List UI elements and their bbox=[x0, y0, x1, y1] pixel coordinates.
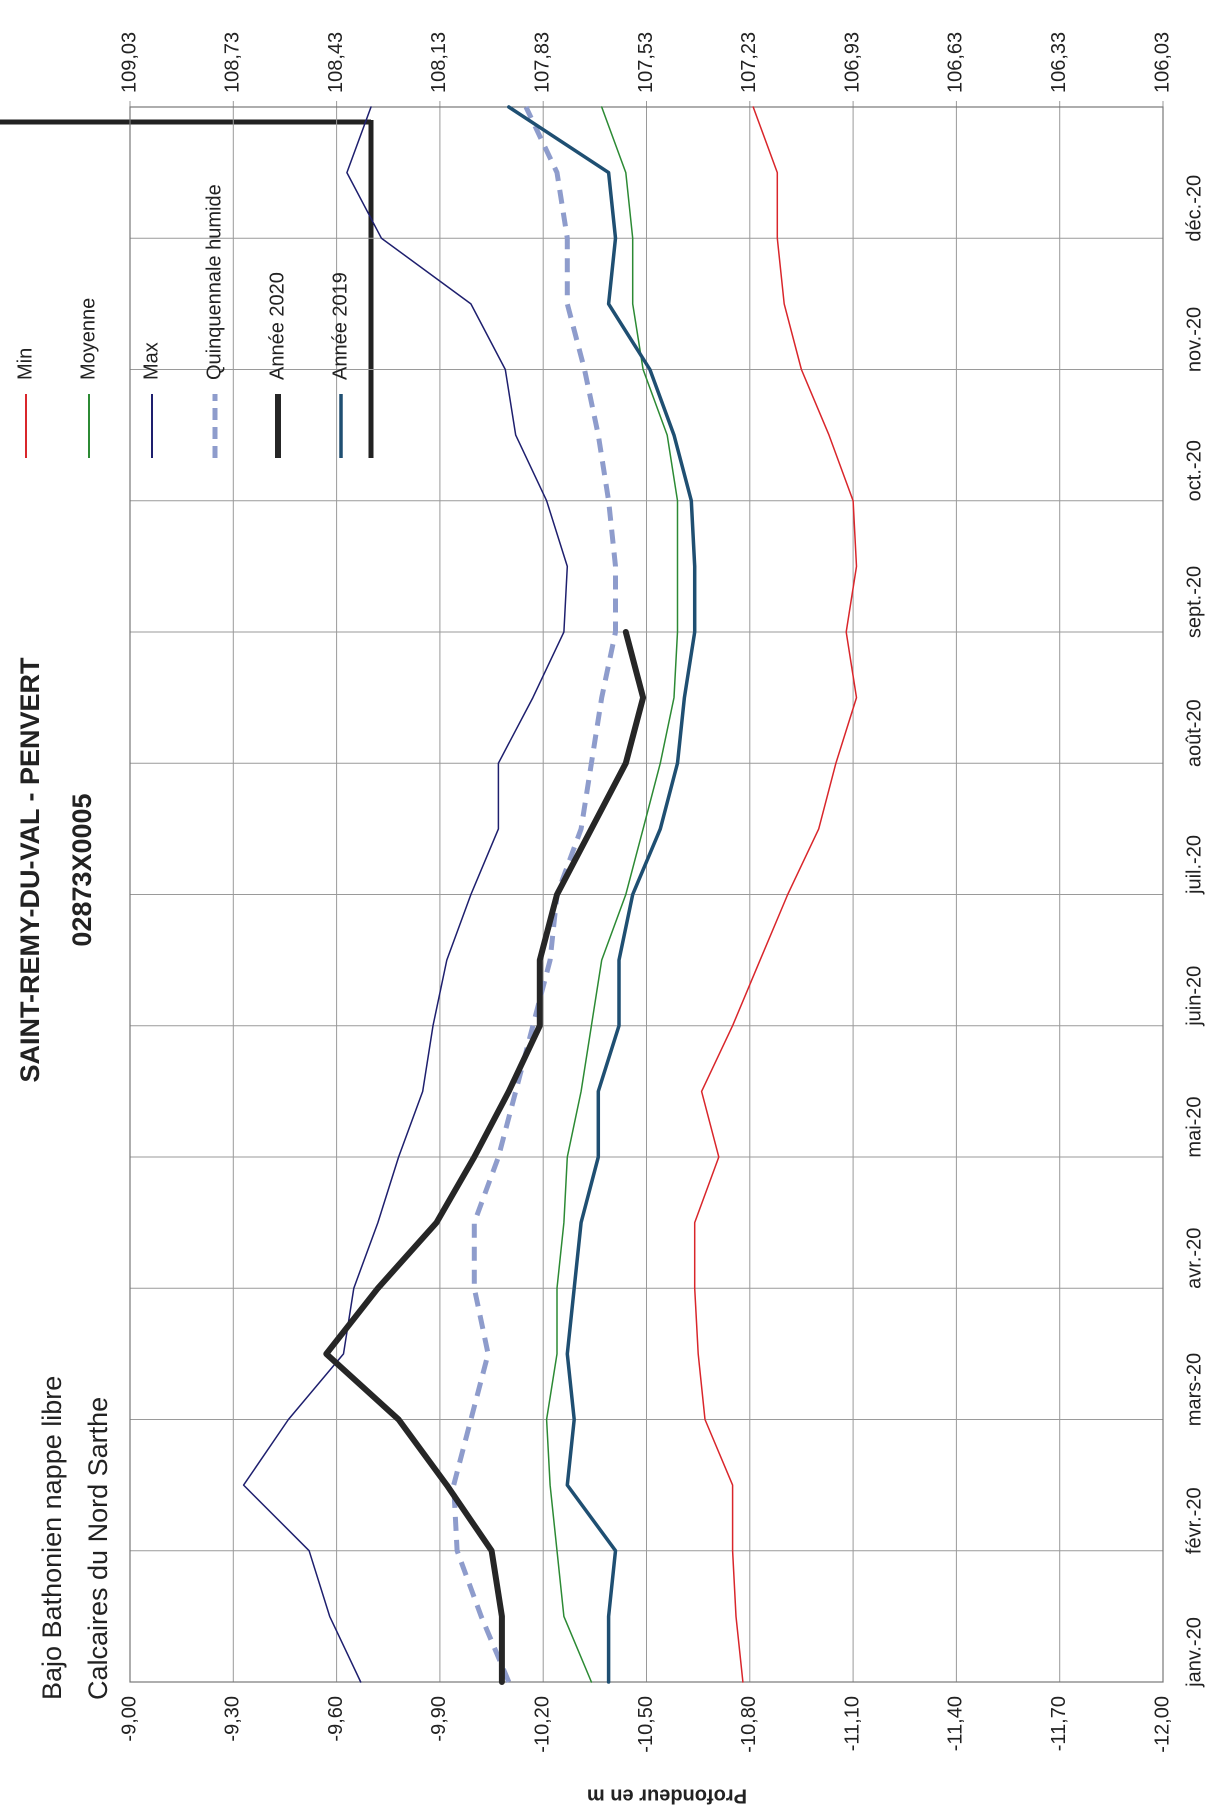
y2-tick-label: 109,03 bbox=[118, 32, 140, 93]
x-tick-label: oct.-20 bbox=[1183, 440, 1205, 501]
y-tick-label: -10,20 bbox=[531, 1696, 553, 1753]
annotation: Calcaires du Nord Sarthe bbox=[83, 1397, 113, 1700]
chart-title: SAINT-REMY-DU-VAL - PENVERT bbox=[15, 657, 45, 1083]
x-tick-label: sept.-20 bbox=[1183, 566, 1205, 638]
series-line bbox=[507, 105, 697, 1684]
y-tick-label: -10,80 bbox=[738, 1696, 760, 1753]
x-tick-label: nov.-20 bbox=[1183, 307, 1205, 372]
y-tick-label: -11,70 bbox=[1048, 1696, 1070, 1751]
y-tick-label: -11,40 bbox=[945, 1696, 967, 1751]
plot-frame bbox=[129, 106, 1164, 1683]
series-line bbox=[242, 106, 569, 1683]
y-tick-label: -12,00 bbox=[1151, 1696, 1173, 1753]
y2-tick-label: 106,63 bbox=[945, 32, 967, 93]
x-tick-label: juin-20 bbox=[1183, 966, 1205, 1027]
x-tick-label: janv.-20 bbox=[1183, 1617, 1205, 1688]
x-tick-label: déc.-20 bbox=[1183, 175, 1205, 242]
legend-label: Année 2019 bbox=[329, 272, 351, 380]
y-tick-label: -9,60 bbox=[325, 1696, 347, 1742]
y2-tick-label: 107,23 bbox=[738, 32, 760, 93]
chart-subtitle: 02873X0005 bbox=[67, 793, 97, 946]
y-tick-label: -11,10 bbox=[841, 1696, 863, 1751]
legend-label: Quinquennale humide bbox=[203, 184, 225, 380]
series-line bbox=[323, 629, 647, 1685]
y2-tick-label: 106,93 bbox=[841, 32, 863, 93]
series-line bbox=[545, 106, 679, 1683]
y2-tick-label: 108,73 bbox=[222, 32, 244, 93]
x-tick-label: août-20 bbox=[1183, 699, 1205, 767]
x-tick-label: avr.-20 bbox=[1183, 1228, 1205, 1289]
series-line bbox=[693, 106, 858, 1683]
y-axis-title: Profondeur en m bbox=[587, 1785, 747, 1807]
y2-tick-label: 108,13 bbox=[428, 32, 450, 93]
y2-tick-label: 106,33 bbox=[1048, 32, 1070, 93]
x-tick-label: juil.-20 bbox=[1183, 835, 1205, 895]
legend-label: Année 2020 bbox=[266, 272, 288, 380]
legend-label: Moyenne bbox=[77, 298, 99, 380]
y2-tick-label: 107,53 bbox=[635, 32, 657, 93]
legend-label: Max bbox=[140, 342, 162, 380]
y-tick-label: -10,50 bbox=[635, 1696, 657, 1753]
y2-tick-label: 106,03 bbox=[1151, 32, 1173, 93]
y-tick-label: -9,90 bbox=[428, 1696, 450, 1742]
x-tick-label: mars-20 bbox=[1183, 1353, 1205, 1426]
legend-label: Min bbox=[14, 348, 36, 380]
y2-tick-label: 108,43 bbox=[325, 32, 347, 93]
x-tick-label: févr.-20 bbox=[1183, 1487, 1205, 1554]
rotated-chart: SAINT-REMY-DU-VAL - PENVERT 02873X0005 B… bbox=[14, 32, 1205, 1807]
y2-tick-label: 107,83 bbox=[531, 32, 553, 93]
y-tick-label: -9,30 bbox=[222, 1696, 244, 1742]
x-tick-label: mai-20 bbox=[1183, 1096, 1205, 1157]
annotation: Bajo Bathonien nappe libre bbox=[37, 1376, 67, 1700]
y-tick-label: -9,00 bbox=[118, 1696, 140, 1742]
